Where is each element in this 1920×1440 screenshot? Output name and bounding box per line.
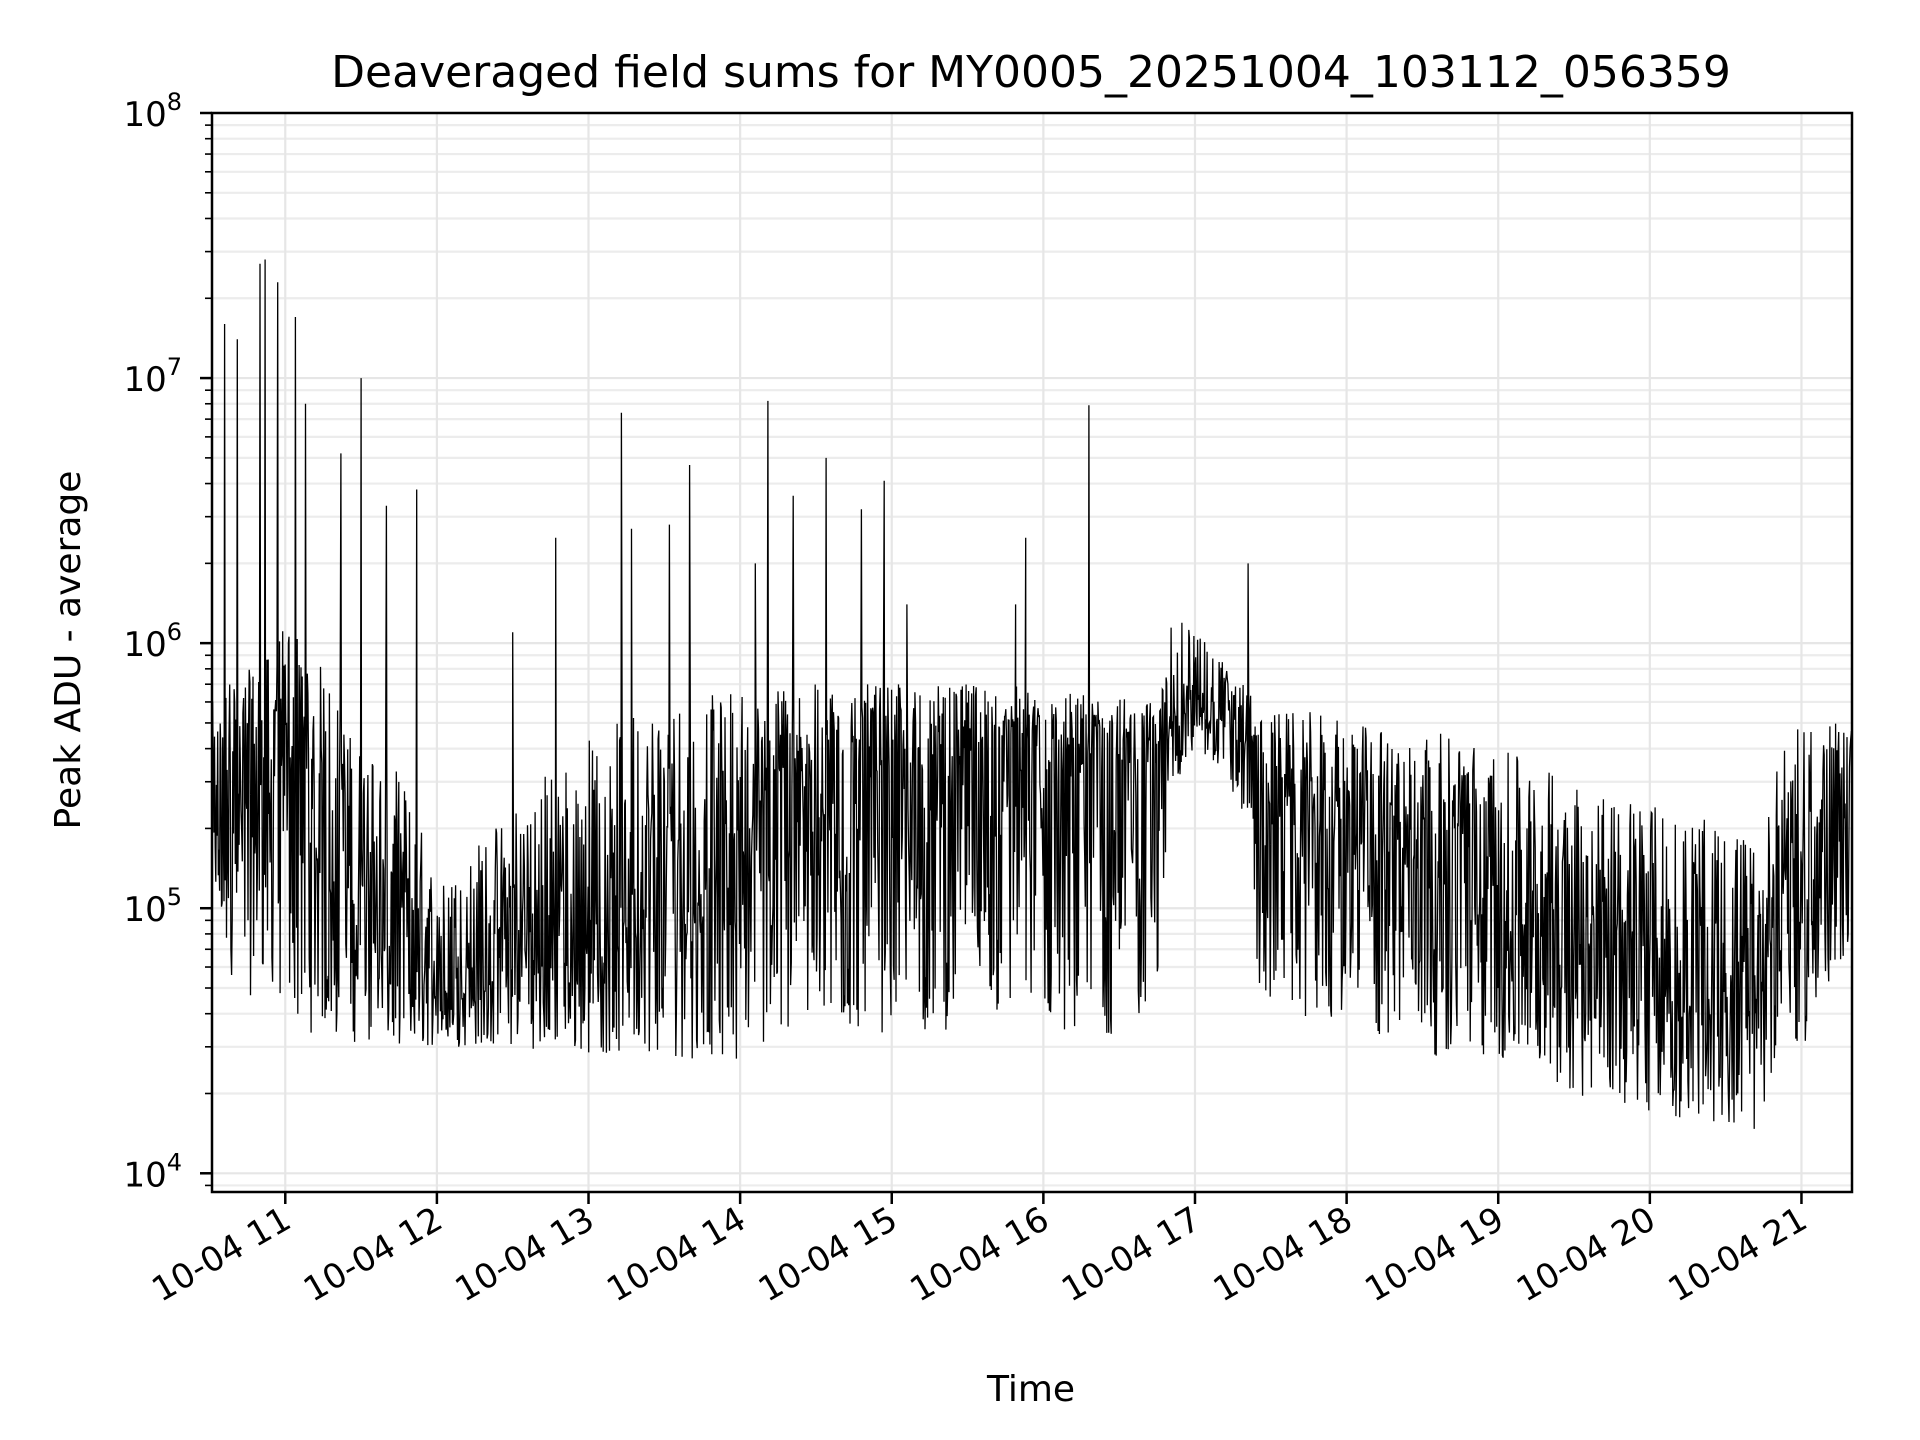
series-line-group [211,259,1853,1129]
y-tick-base: 10 [123,95,166,135]
y-tick-label: 106 [123,618,182,665]
y-tick-label: 104 [123,1148,182,1195]
y-tick-base: 10 [123,890,166,930]
y-tick-exponent: 6 [167,618,182,646]
x-axis-label: Time [986,1369,1075,1410]
series-line [211,259,1853,1129]
y-tick-exponent: 7 [167,353,182,381]
y-tick-exponent: 5 [167,883,182,911]
y-tick-exponent: 8 [167,88,182,116]
y-tick-base: 10 [123,360,166,400]
chart-title: Deaveraged field sums for MY0005_2025100… [331,47,1731,98]
y-axis-label: Peak ADU - average [48,471,89,830]
y-tick-base: 10 [123,625,166,665]
y-tick-label: 108 [123,88,182,135]
y-tick-base: 10 [123,1155,166,1195]
y-tick-label: 107 [123,353,182,400]
plot-frame [210,111,1854,1194]
y-tick-label: 105 [123,883,182,930]
y-tick-exponent: 4 [167,1148,182,1176]
